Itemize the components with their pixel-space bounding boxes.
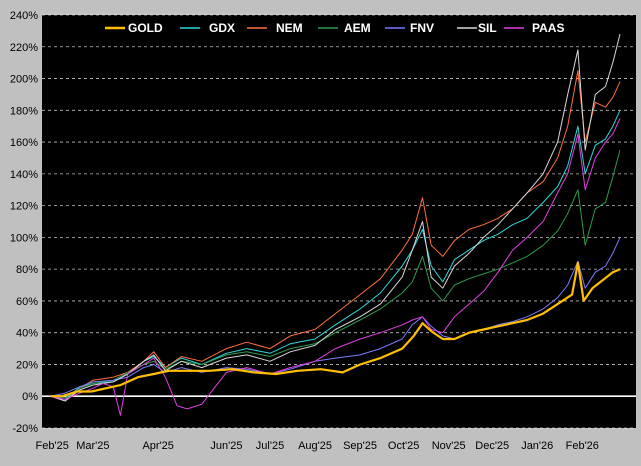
y-tick-label: 180% [10,105,38,117]
x-tick-label: Oct'25 [388,440,419,452]
legend-label-gdx: GDX [209,21,235,35]
series-line-sil [50,33,621,402]
series-line-fnv [50,237,621,397]
series-line-nem [50,70,621,402]
x-tick-label: Feb'26 [566,440,599,452]
series-line-aem [50,149,621,399]
y-tick-label: 240% [10,10,38,22]
legend-label-nem: NEM [276,21,303,35]
y-tick-label: 200% [10,74,38,86]
y-tick-label: 20% [16,359,38,371]
y-tick-label: 220% [10,42,38,54]
x-tick-label: Feb'25 [36,440,69,452]
plot-area [42,15,636,428]
legend: GOLD GDX NEM AEM FNV SIL PAAS [105,21,564,35]
x-tick-label: Apr'25 [142,440,173,452]
x-axis-ticks: Feb'25 Mar'25 Apr'25 Jun'25 Jul'25 Aug'25 Sep'… [36,440,599,452]
x-tick-label: Jul'25 [256,440,284,452]
x-tick-label: Jan'26 [521,440,553,452]
x-tick-label: Nov'25 [432,440,466,452]
y-axis-ticks: 240% 220% 200% 180% 160% 140% 120% 100% 80% 60% 40… [10,10,38,435]
x-tick-label: Dec'25 [475,440,509,452]
x-tick-label: Aug'25 [298,440,332,452]
legend-label-sil: SIL [478,21,497,35]
legend-label-aem: AEM [344,21,371,35]
y-tick-label: 160% [10,137,38,149]
legend-label-gold: GOLD [128,21,163,35]
y-tick-label: 0% [22,391,38,403]
gridlines [42,14,636,429]
y-tick-label: 100% [10,232,38,244]
legend-label-fnv: FNV [410,21,434,35]
series-line-gold [50,261,621,398]
y-tick-label: 40% [16,328,38,340]
y-tick-label: 140% [10,169,38,181]
y-tick-label: 60% [16,296,38,308]
y-tick-label: 80% [16,264,38,276]
legend-label-paas: PAAS [532,21,564,35]
series-line-paas [50,118,621,416]
x-tick-label: Mar'25 [76,440,109,452]
x-tick-label: Jun'25 [210,440,242,452]
x-tick-label: Sep'25 [343,440,377,452]
series-lines [50,33,621,416]
y-tick-label: -20% [12,423,38,435]
y-tick-label: 120% [10,201,38,213]
